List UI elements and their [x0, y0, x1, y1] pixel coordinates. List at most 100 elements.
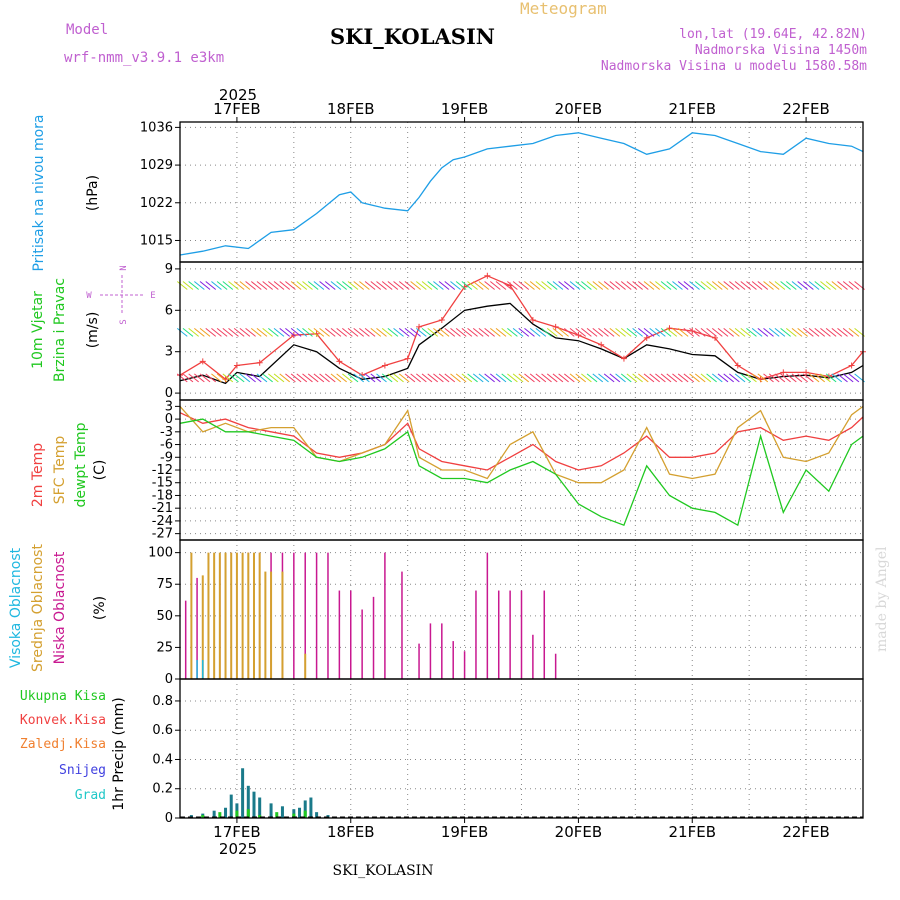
cloud_cover-bar: [184, 600, 187, 679]
wind-barb: [319, 281, 330, 290]
gust-marker: [416, 323, 423, 330]
precip_1hr-ytick-label: 0.8: [152, 694, 173, 709]
wind-barb: [285, 281, 296, 290]
precip-labels: Ukupna Kisa Konvek.Kisa Zaledj.Kisa Snij…: [20, 689, 127, 811]
wind-barb: [410, 281, 421, 290]
wind-barb: [729, 281, 740, 290]
wind-barb: [416, 373, 427, 383]
compass-rose: N E S W: [86, 265, 155, 324]
wind-barb: [290, 281, 302, 290]
wind-barb: [814, 327, 826, 337]
wind-barb: [319, 373, 330, 383]
wind-barb: [250, 373, 262, 383]
wind-barb: [262, 281, 273, 290]
wind-barb: [609, 373, 621, 383]
wind-barb: [245, 281, 256, 290]
cloud_cover-bar: [361, 609, 363, 679]
precip_1hr-bar: [275, 812, 279, 818]
wind-barb: [751, 281, 763, 290]
precip_1hr-bar: [224, 807, 228, 818]
cloud_cover-bar: [543, 590, 546, 679]
wind-barb: [416, 281, 427, 290]
wind-barb: [404, 373, 416, 383]
wind-barb: [182, 327, 194, 337]
wind-barb: [552, 373, 564, 383]
wind-barb: [444, 373, 456, 383]
wind-barb: [632, 327, 643, 337]
wind-barb: [307, 373, 319, 383]
wind-unit: (m/s): [85, 312, 101, 349]
temp-label-sfc: SFC Temp: [52, 436, 68, 505]
cloud-unit: (%): [92, 596, 108, 620]
wind-barb: [848, 281, 860, 290]
wind-barb: [398, 281, 410, 290]
wind-barb: [529, 373, 541, 383]
wind-barb: [746, 327, 757, 337]
wind-barb: [421, 327, 433, 337]
precip_1hr-bar: [246, 785, 250, 818]
wind-barb: [490, 327, 501, 337]
wind-barb: [176, 373, 188, 383]
gust-marker: [256, 359, 263, 366]
cloud_cover-bar: [304, 653, 307, 679]
wind-barb: [734, 281, 746, 290]
year-top: 2025: [219, 86, 257, 104]
wind-barb: [450, 281, 461, 290]
wind-barb: [643, 327, 655, 337]
wind-barb: [643, 281, 655, 290]
wind-barb: [757, 373, 769, 383]
wind-barb: [842, 327, 854, 337]
wind-barb: [768, 327, 780, 337]
cloud_cover-bar: [497, 590, 500, 679]
wind-barb: [814, 373, 826, 383]
wind-barb: [552, 281, 564, 290]
wind-barb: [233, 281, 245, 290]
wind-barb: [643, 373, 655, 383]
meteogram-label: Meteogram: [520, 0, 607, 18]
wind-barb: [763, 327, 774, 337]
cloud_cover-bar: [201, 575, 204, 679]
wind-barb: [387, 373, 399, 383]
gust-marker: [484, 272, 491, 279]
wind-barb: [194, 281, 205, 290]
wind-barb: [825, 373, 837, 383]
wind-barb: [228, 373, 239, 383]
wind-barb: [296, 327, 308, 337]
wind-barb: [176, 327, 188, 337]
wind-barb: [575, 373, 587, 383]
wind-barb: [188, 327, 199, 337]
wind-barb: [546, 327, 558, 337]
gust-marker: [712, 334, 719, 341]
wind-barb: [342, 281, 353, 290]
precip_1hr-bar: [212, 810, 216, 818]
pressure-label: Pritisak na nivou mora: [31, 114, 47, 271]
wind-barb: [256, 373, 268, 383]
wind-barb: [649, 327, 660, 337]
wind-barb: [472, 373, 484, 383]
cloud_cover-bar: [258, 552, 261, 679]
wind-barb: [381, 327, 393, 337]
wind-barb: [307, 327, 319, 337]
wind-barb: [478, 373, 490, 383]
wind-barb: [507, 281, 518, 290]
pressure-ytick-label: 1029: [140, 158, 173, 173]
wind-barb: [427, 327, 439, 337]
wind-barb: [507, 327, 518, 337]
wind-barb: [569, 373, 581, 383]
cloud_cover-bar: [252, 552, 255, 679]
precip_1hr-bar: [280, 806, 284, 818]
wind-barb: [615, 281, 626, 290]
wind-barb: [302, 373, 313, 383]
wind-barb: [660, 281, 672, 290]
wind-barb: [393, 327, 404, 337]
wind-barb: [262, 327, 273, 337]
temperature-panel: 30-3-6-9-12-15-18-21-24-27: [152, 399, 864, 542]
precip_1hr-bar: [241, 768, 245, 818]
wind-barb: [444, 327, 456, 337]
wind-barb: [655, 281, 666, 290]
wind-barb: [546, 373, 558, 383]
legend-strat: Zaledj.Kisa: [20, 737, 106, 752]
cloud_cover-ytick-label: 50: [156, 609, 173, 624]
cloud_cover-bar: [270, 571, 273, 679]
wind-barb: [438, 373, 450, 383]
